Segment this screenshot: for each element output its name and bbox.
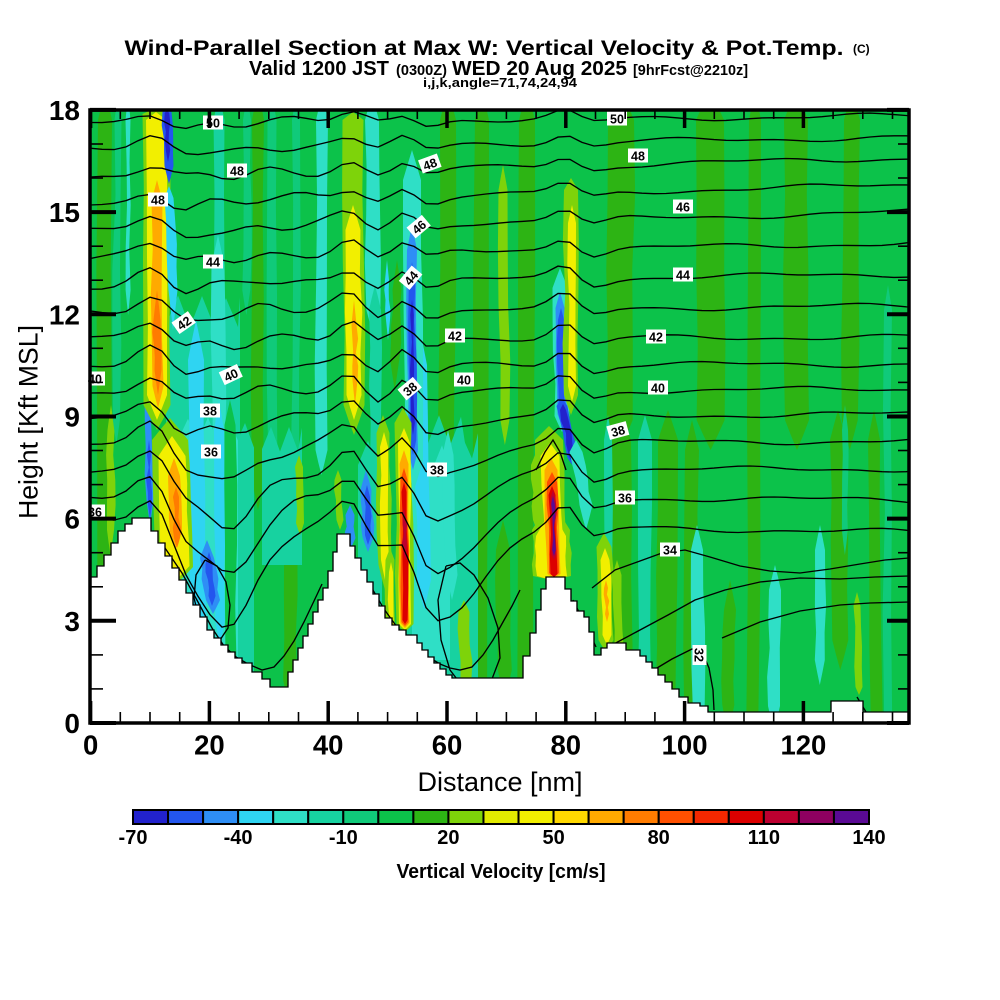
svg-text:48: 48 <box>631 150 645 164</box>
svg-text:18: 18 <box>49 95 80 126</box>
svg-text:20: 20 <box>194 730 225 761</box>
svg-text:-10: -10 <box>329 827 358 849</box>
svg-text:48: 48 <box>230 165 244 179</box>
svg-text:120: 120 <box>780 730 826 761</box>
svg-text:38: 38 <box>203 405 217 419</box>
svg-text:Height [Kft MSL]: Height [Kft MSL] <box>14 325 44 519</box>
svg-text:[9hrFcst@2210z]: [9hrFcst@2210z] <box>633 63 748 79</box>
svg-text:42: 42 <box>175 314 194 333</box>
svg-text:50: 50 <box>610 113 624 127</box>
svg-text:48: 48 <box>151 194 165 208</box>
svg-text:36: 36 <box>204 446 218 460</box>
svg-text:42: 42 <box>448 330 462 344</box>
svg-text:0: 0 <box>83 730 98 761</box>
svg-text:40: 40 <box>651 382 665 396</box>
svg-text:40: 40 <box>313 730 344 761</box>
svg-text:46: 46 <box>676 201 690 215</box>
svg-text:15: 15 <box>49 197 80 228</box>
svg-text:44: 44 <box>676 269 690 283</box>
svg-text:36: 36 <box>618 492 632 506</box>
svg-text:Distance [nm]: Distance [nm] <box>417 767 582 797</box>
svg-text:(C): (C) <box>853 42 870 56</box>
svg-text:110: 110 <box>748 827 780 849</box>
svg-text:(0300Z): (0300Z) <box>396 63 447 79</box>
svg-text:40: 40 <box>222 366 241 385</box>
svg-text:34: 34 <box>663 544 677 558</box>
svg-text:38: 38 <box>430 464 444 478</box>
svg-text:80: 80 <box>551 730 582 761</box>
svg-text:50: 50 <box>542 827 564 849</box>
svg-text:WED 20 Aug 2025: WED 20 Aug 2025 <box>452 58 627 80</box>
svg-text:42: 42 <box>649 331 663 345</box>
svg-text:9: 9 <box>64 402 80 433</box>
svg-text:Valid 1200 JST: Valid 1200 JST <box>249 58 389 80</box>
svg-text:140: 140 <box>852 827 885 849</box>
svg-text:6: 6 <box>64 504 80 535</box>
svg-text:-70: -70 <box>119 827 148 849</box>
svg-text:38: 38 <box>610 423 627 440</box>
svg-text:60: 60 <box>432 730 463 761</box>
svg-text:Vertical Velocity [cm/s]: Vertical Velocity [cm/s] <box>397 861 606 883</box>
svg-text:20: 20 <box>437 827 459 849</box>
svg-text:i,j,k,angle=71,74,24,94: i,j,k,angle=71,74,24,94 <box>423 76 577 90</box>
svg-text:32: 32 <box>692 648 706 662</box>
svg-text:44: 44 <box>206 256 220 270</box>
svg-text:80: 80 <box>648 827 670 849</box>
svg-text:12: 12 <box>49 299 80 330</box>
svg-text:100: 100 <box>662 730 708 761</box>
svg-text:3: 3 <box>64 606 80 637</box>
svg-text:0: 0 <box>64 708 80 739</box>
svg-text:48: 48 <box>421 155 439 173</box>
svg-text:-40: -40 <box>224 827 253 849</box>
svg-text:40: 40 <box>457 374 471 388</box>
svg-text:Wind-Parallel Section at Max W: Wind-Parallel Section at Max W: Vertical… <box>125 36 844 60</box>
